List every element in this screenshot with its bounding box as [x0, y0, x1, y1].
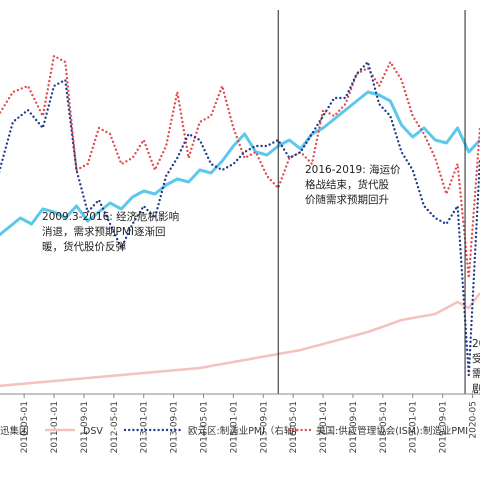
annotation-2-line-2: 需 [472, 368, 480, 380]
x-tick-label: 2017-09-01 [349, 401, 359, 453]
legend-label-2: 欧元区:制造业PMI（右轴) [188, 425, 297, 437]
legend-label-0: 迅集团 [0, 425, 29, 437]
x-tick-label: 2014-05-01 [200, 401, 210, 453]
annotation-0-line-0: 2009.3-2016: 经济危机影响 [42, 210, 179, 223]
annotation-2-line-1: 受 [472, 353, 480, 365]
annotation-2-line-0: 20 [472, 338, 480, 350]
x-tick-label: 2012-05-01 [110, 401, 120, 453]
annotation-1-line-1: 格战结束，货代股 [305, 178, 389, 191]
legend-label-3: 美国:供应管理协会(ISM):制造业PMI [316, 425, 468, 437]
plot-area [0, 54, 480, 388]
x-tick-label: 2018-05-01 [379, 401, 389, 453]
x-tick-label: 2013-01-01 [140, 401, 150, 453]
x-tick-label: 2011-09-01 [80, 401, 90, 453]
annotation-2-line-3: 剧 [472, 383, 480, 395]
annotation-0-line-1: 消退，需求预期PMI逐渐回 [42, 225, 166, 238]
legend: 迅集团 DSV 欧元区:制造业PMI（右轴) 美国:供应管理协会(ISM):制造业PM… [0, 425, 468, 437]
x-tick-label: 2013-09-01 [170, 401, 180, 453]
x-tick-label: 2017-01-01 [319, 401, 329, 453]
x-tick-label: 2019-01-01 [409, 401, 419, 453]
x-tick-label: 2010-05-01 [20, 401, 30, 453]
event-markers [277, 10, 466, 394]
annotation-1-line-2: 价随需求预期回升 [305, 193, 389, 206]
series-line-3 [0, 54, 480, 279]
annotation-1-line-0: 2016-2019: 海运价 [305, 163, 401, 176]
x-tick-label: 2019-09-01 [439, 401, 449, 453]
annotations: 2009.3-2016: 经济危机影响消退，需求预期PMI逐渐回暖，货代股价反弹… [42, 163, 480, 395]
x-tick-label: 2015-09-01 [259, 401, 269, 453]
x-tick-label: 2020-05 [469, 401, 479, 439]
annotation-0-line-2: 暖，货代股价反弹 [42, 240, 126, 253]
x-axis: 2010-05-01 2011-01-01 2011-09-01 2012-05-01… [0, 393, 480, 453]
x-tick-label: 2016-05-01 [289, 401, 299, 453]
series-line-0 [0, 90, 480, 237]
x-tick-label: 2011-01-01 [50, 401, 60, 453]
x-tick-label: 2015-01-01 [229, 401, 239, 453]
legend-label-1: DSV [83, 426, 103, 437]
series-line-1 [0, 292, 480, 388]
series-line-2 [0, 59, 480, 376]
